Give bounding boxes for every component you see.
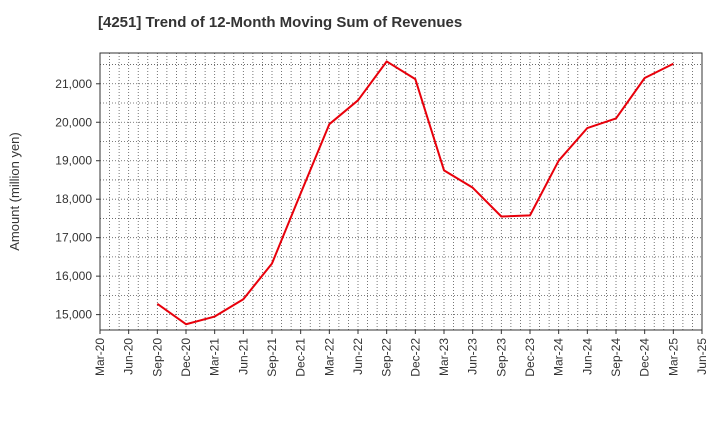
x-tick-label: Dec-21 bbox=[294, 338, 308, 377]
x-tick-label: Mar-23 bbox=[437, 338, 451, 376]
x-tick-label: Mar-24 bbox=[552, 338, 566, 376]
x-tick-label: Sep-20 bbox=[150, 338, 164, 377]
x-tick-labels: Mar-20 Jun-20 Sep-20 Dec-20 Mar-21 Jun-21 Sep-… bbox=[93, 330, 709, 377]
y-tick-labels: 15,000 16,000 17,000 18,000 19,000 20,000 21,0… bbox=[55, 77, 100, 322]
x-tick-label: Sep-22 bbox=[380, 338, 394, 377]
chart-title: [4251] Trend of 12-Month Moving Sum of R… bbox=[98, 14, 463, 31]
x-tick-label: Dec-20 bbox=[179, 338, 193, 377]
y-tick-label: 17,000 bbox=[55, 231, 92, 245]
x-tick-label: Sep-21 bbox=[265, 338, 279, 377]
x-tick-label: Mar-22 bbox=[322, 338, 336, 376]
x-tick-label: Mar-25 bbox=[666, 338, 680, 376]
y-tick-label: 15,000 bbox=[55, 308, 92, 322]
series-layer bbox=[156, 60, 674, 326]
x-tick-label: Jun-21 bbox=[236, 338, 250, 375]
x-tick-label: Sep-24 bbox=[609, 338, 623, 377]
grid bbox=[100, 53, 702, 330]
x-tick-label: Dec-22 bbox=[408, 338, 422, 377]
x-tick-label: Jun-22 bbox=[351, 338, 365, 375]
x-tick-label: Mar-20 bbox=[93, 338, 107, 376]
x-tick-label: Sep-23 bbox=[494, 338, 508, 377]
y-tick-label: 18,000 bbox=[55, 192, 92, 206]
x-tick-label: Jun-23 bbox=[466, 338, 480, 375]
y-tick-label: 20,000 bbox=[55, 115, 92, 129]
plot-frame bbox=[99, 52, 703, 331]
x-tick-label: Dec-23 bbox=[523, 338, 537, 377]
x-tick-label: Jun-20 bbox=[122, 338, 136, 375]
y-tick-label: 16,000 bbox=[55, 269, 92, 283]
x-tick-label: Jun-25 bbox=[695, 338, 709, 375]
y-tick-label: 21,000 bbox=[55, 77, 92, 91]
x-tick-label: Jun-24 bbox=[580, 338, 594, 375]
y-tick-label: 19,000 bbox=[55, 154, 92, 168]
y-axis-label: Amount (million yen) bbox=[7, 132, 22, 251]
x-tick-label: Dec-24 bbox=[638, 338, 652, 377]
x-tick-label: Mar-21 bbox=[208, 338, 222, 376]
